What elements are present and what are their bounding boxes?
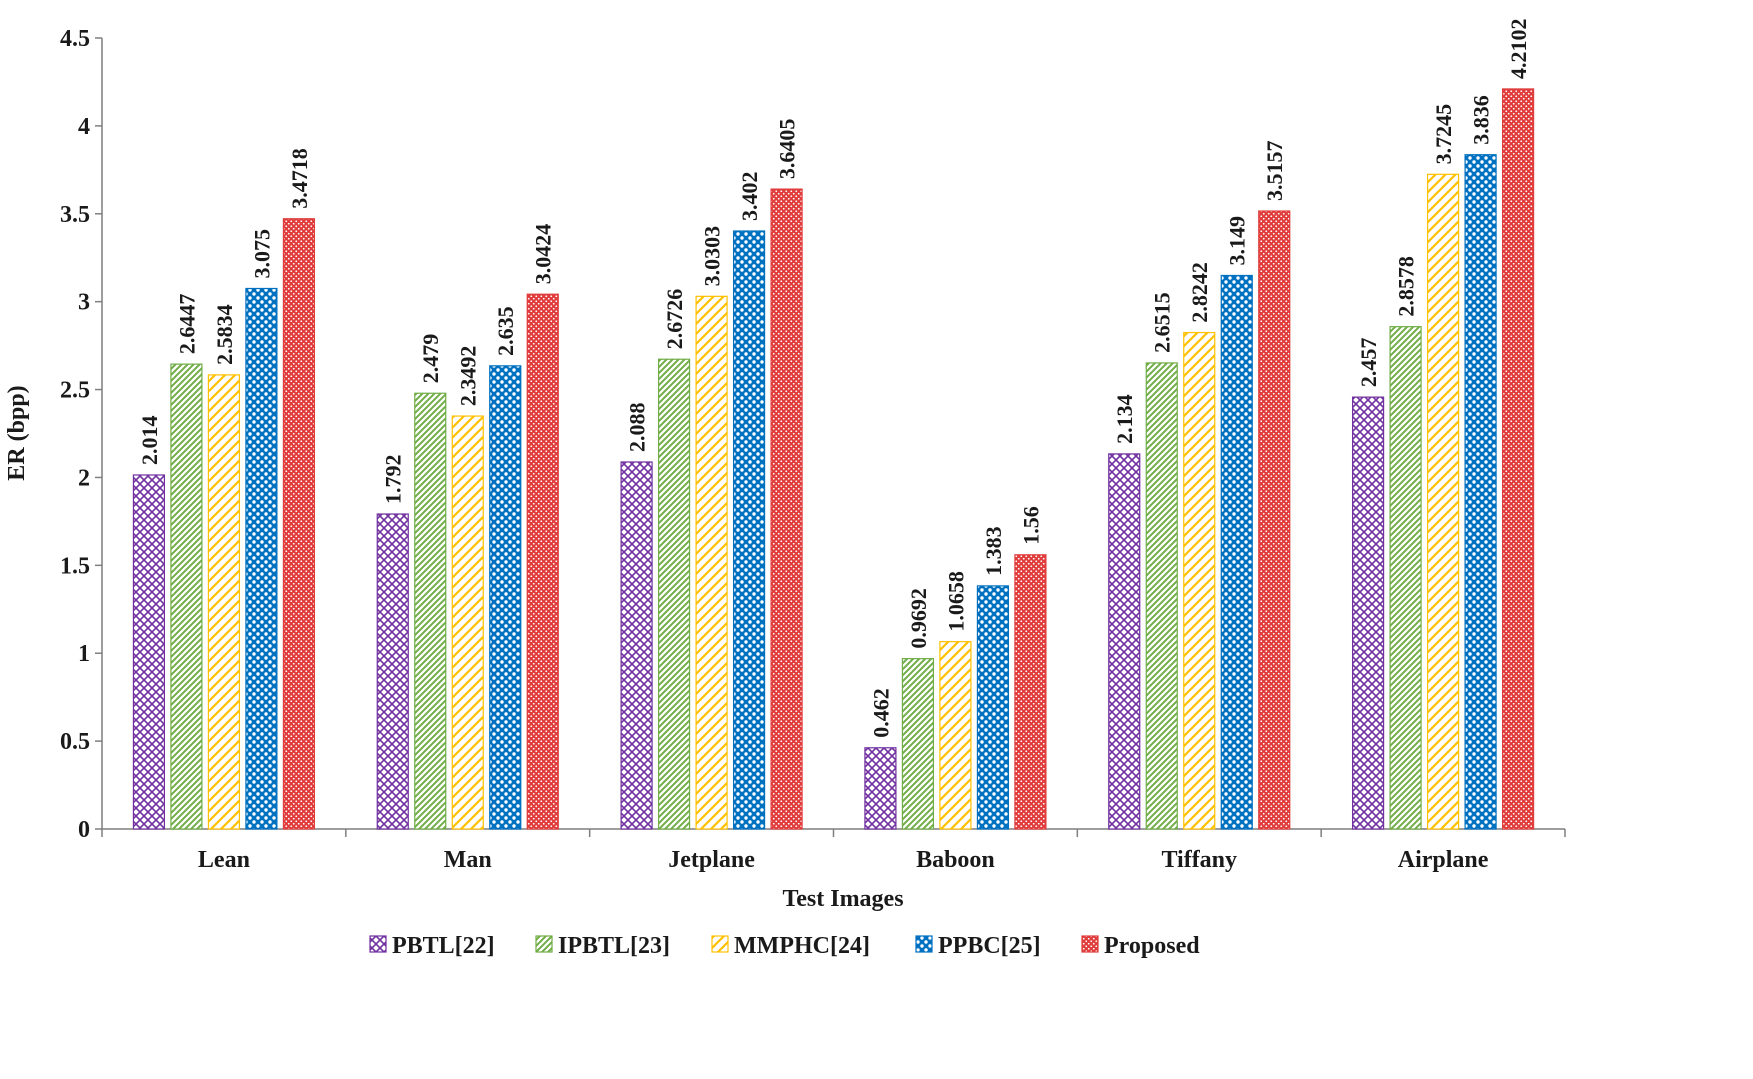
bar [1014,554,1047,830]
data-label: 3.4718 [287,148,312,209]
y-tick-label: 3 [78,290,90,316]
y-tick-label: 3.5 [60,202,90,228]
data-label: 3.7245 [1431,104,1456,165]
bar [207,374,241,830]
bar [170,363,203,830]
bar [489,365,522,830]
y-tick-label: 1.5 [60,553,90,579]
data-label: 1.56 [1018,506,1043,545]
y-axis-label: ER (bpp) [4,385,30,480]
data-label: 2.635 [493,306,518,356]
y-tick-label: 2 [78,465,90,491]
bar [864,747,897,830]
bar [1389,326,1422,830]
data-label: 3.836 [1469,95,1494,145]
legend-item: IPBTL[23] [535,933,670,959]
data-label: 2.457 [1356,338,1381,388]
data-label: 1.383 [981,526,1006,576]
data-label: 4.2102 [1506,18,1531,79]
data-label: 2.5834 [212,304,237,365]
bar [282,218,316,830]
data-label: 3.0303 [700,226,725,287]
legend-swatch [915,935,933,953]
y-tick-label: 4 [78,114,90,140]
bar [1108,453,1141,830]
data-label: 2.3492 [456,346,481,407]
bar [695,295,728,830]
data-label: 3.6405 [775,119,800,180]
data-label: 2.8242 [1187,262,1212,323]
bar [732,230,766,830]
bar [1351,396,1385,830]
y-tick-label: 4.5 [60,26,90,52]
y-axis: 0 0.5 1 1.5 2 2.5 3 3.5 4 4.5 [60,26,103,843]
bar [976,585,1010,830]
data-label: 1.792 [381,455,406,505]
bar [901,658,935,830]
legend-swatch [535,935,553,953]
value-labels: 2.014 2.6447 2.5834 3.075 3.4718 1.792 2.479 2.… [137,18,1531,737]
legend-swatch [1081,935,1099,953]
y-tick-label: 2.5 [60,378,90,404]
bar [1145,362,1178,830]
bar [770,188,803,830]
data-label: 0.9692 [906,588,931,649]
legend-item: PBTL[22] [369,933,495,959]
legend-item: PPBC[25] [915,933,1041,959]
bar [620,461,653,830]
bar [657,358,691,830]
x-axis: Lean Man Jetplane Baboon Tiffany Airplane [101,828,1566,873]
bar [526,293,559,830]
y-tick-label: 0.5 [60,729,90,755]
x-axis-label: Test Images [782,886,903,912]
data-label: 2.014 [137,415,162,465]
bar [1426,173,1460,830]
legend-label: IPBTL[23] [558,933,670,959]
bars [132,88,1535,830]
x-tick-label: Baboon [916,847,995,873]
legend-label: PBTL[22] [392,933,495,959]
bar [451,415,484,830]
legend-swatch [711,935,729,953]
data-label: 2.088 [625,402,650,452]
bar [939,641,972,830]
y-tick-label: 0 [78,817,90,843]
bar [132,474,166,830]
x-tick-label: Lean [198,847,250,873]
legend: PBTL[22] IPBTL[23] MMPHC[24] PPBC[25] Propos… [369,933,1200,959]
legend-label: PPBC[25] [938,933,1041,959]
x-tick-label: Airplane [1398,847,1489,873]
bar [245,287,278,830]
data-label: 2.479 [418,334,443,384]
legend-swatch [369,935,387,953]
legend-item: Proposed [1081,933,1200,959]
bar [1464,154,1497,830]
bar [1220,274,1253,830]
bar [1183,331,1216,830]
data-label: 2.6515 [1150,292,1175,353]
legend-label: Proposed [1104,933,1200,959]
bar [414,392,447,830]
bar [376,513,409,830]
data-label: 2.6726 [662,289,687,350]
x-tick-label: Jetplane [668,847,755,873]
data-label: 2.6447 [174,294,199,355]
legend-label: MMPHC[24] [734,933,870,959]
data-label: 2.134 [1112,394,1137,444]
data-label: 0.462 [868,688,893,738]
legend-item: MMPHC[24] [711,933,870,959]
bar [1258,210,1291,830]
x-tick-label: Tiffany [1161,847,1237,873]
data-label: 3.402 [737,172,762,222]
bar [1501,88,1535,830]
data-label: 3.149 [1225,216,1250,266]
y-tick-label: 1 [78,641,90,667]
data-label: 3.075 [249,229,274,279]
data-label: 3.0424 [531,224,556,285]
data-label: 1.0658 [943,571,968,632]
data-label: 2.8578 [1394,256,1419,317]
x-tick-label: Man [444,847,492,873]
data-label: 3.5157 [1262,141,1287,202]
